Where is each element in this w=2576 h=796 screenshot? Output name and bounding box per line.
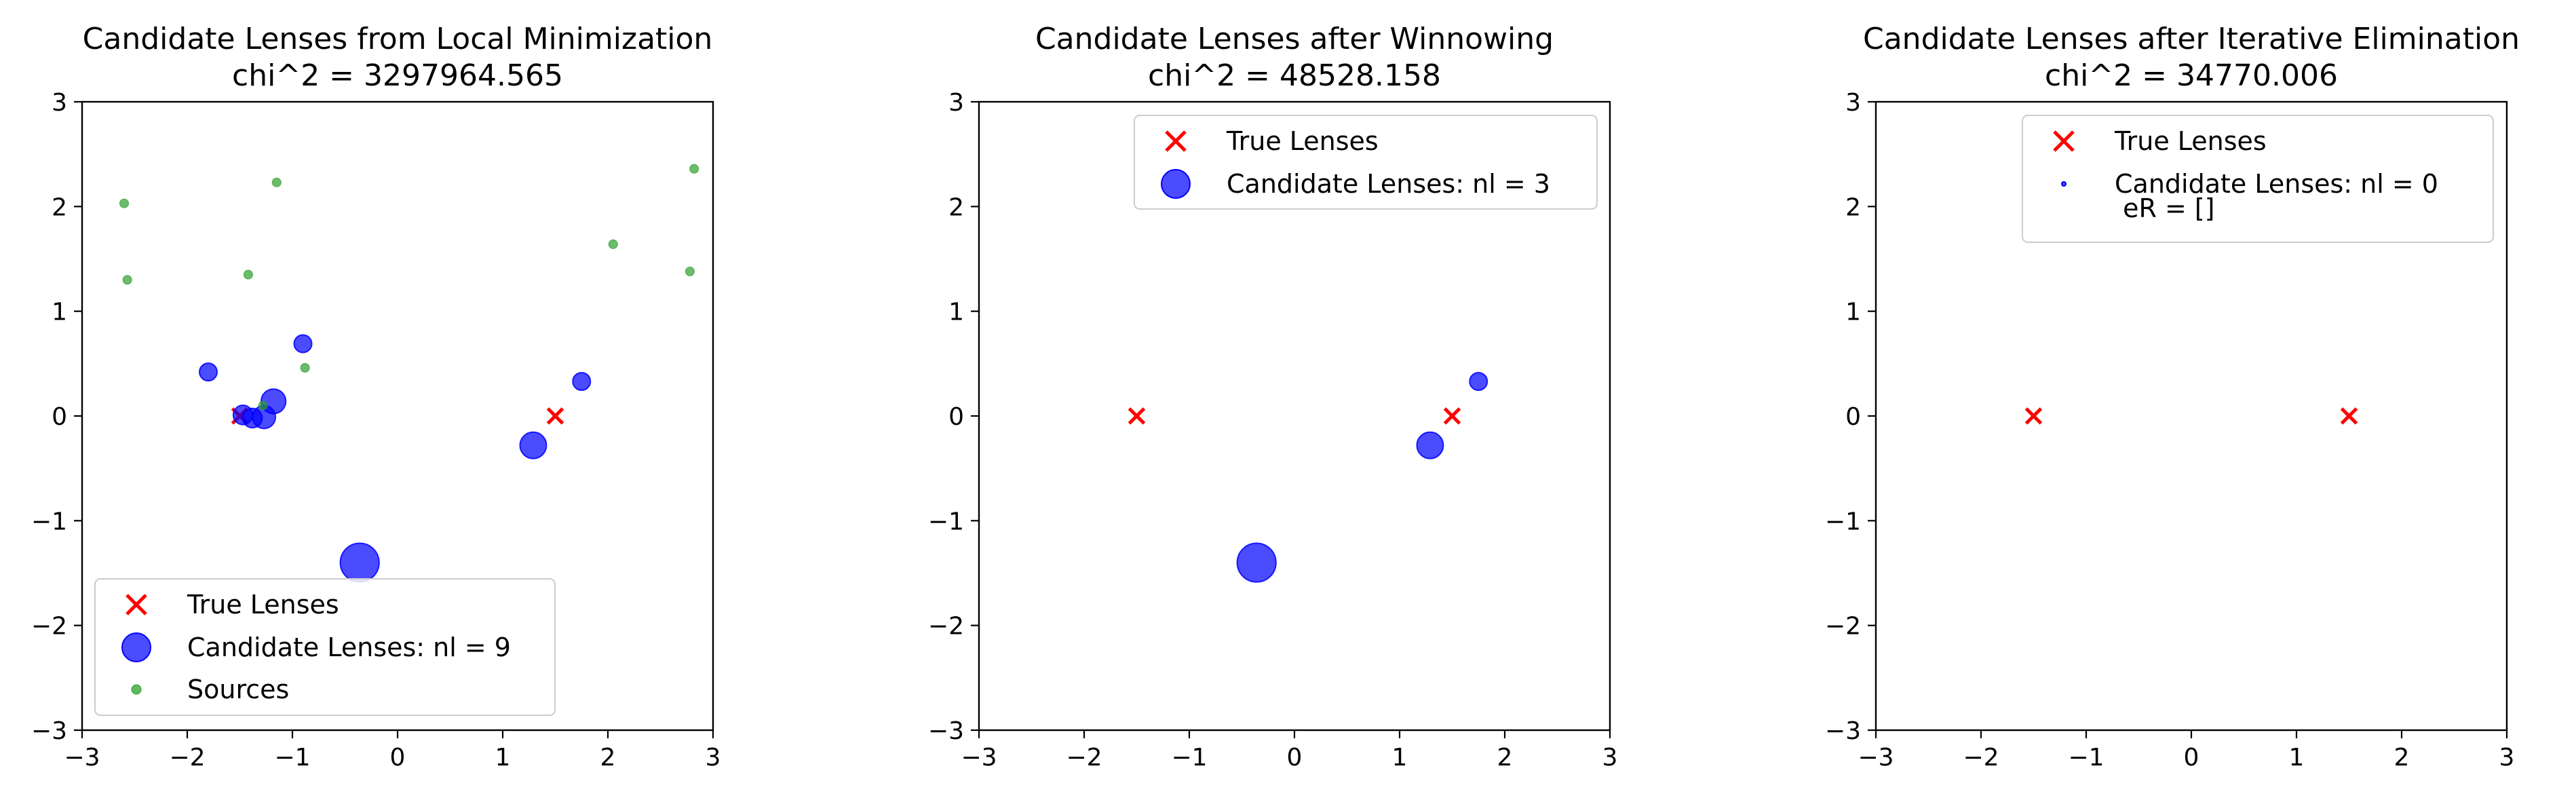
true-lens-marker xyxy=(1443,407,1461,425)
source-point xyxy=(685,267,695,277)
y-tick-label: −2 xyxy=(1825,613,1861,641)
axes-frame xyxy=(81,100,714,732)
legend-label: eR = [] xyxy=(2115,193,2215,223)
legend-label: True Lenses xyxy=(187,590,339,620)
y-tick-label: −2 xyxy=(928,613,964,641)
candidate-lens-point xyxy=(1469,372,1488,392)
chart-title: Candidate Lenses from Local Minimization xyxy=(83,22,713,56)
true-lens-marker xyxy=(1128,407,1146,425)
x-tick-label: −2 xyxy=(1066,744,1102,772)
source-point xyxy=(119,198,129,208)
y-tick-label: −3 xyxy=(1825,717,1861,745)
y-tick-label: 2 xyxy=(1845,193,1861,221)
x-tick-label: 2 xyxy=(2394,744,2410,772)
legend-handle-candidate-lenses xyxy=(121,632,151,662)
x-tick-label: 2 xyxy=(1497,744,1513,772)
legend-handle-sources xyxy=(131,684,142,695)
candidate-lens-point xyxy=(1416,431,1444,459)
y-tick-label: 2 xyxy=(52,193,67,221)
y-tick-label: 2 xyxy=(948,193,964,221)
source-point xyxy=(258,400,268,411)
x-tick-label: −1 xyxy=(2068,744,2104,772)
axes-frame xyxy=(978,100,1611,732)
chart-title: Candidate Lenses after Iterative Elimina… xyxy=(1863,22,2520,56)
legend-handle-true-lenses xyxy=(126,594,147,615)
chart-subtitle: chi^2 = 3297964.565 xyxy=(232,58,563,93)
chart-subtitle: chi^2 = 34770.006 xyxy=(2045,58,2338,93)
y-tick-label: 1 xyxy=(52,299,67,326)
legend-label: Candidate Lenses: nl = 3 xyxy=(1227,169,1550,199)
y-tick-label: −2 xyxy=(31,613,67,641)
legend-box xyxy=(1134,115,1598,210)
x-tick-label: 0 xyxy=(390,744,406,772)
x-tick-label: 1 xyxy=(2289,744,2305,772)
x-tick-label: −3 xyxy=(1858,744,1893,772)
x-tick-label: −3 xyxy=(64,744,100,772)
candidate-lens-point xyxy=(199,362,218,382)
legend-handle-candidate-lenses xyxy=(1161,169,1191,199)
y-tick-label: −1 xyxy=(31,508,67,535)
candidate-lens-point xyxy=(519,431,547,459)
chart-subtitle: chi^2 = 48528.158 xyxy=(1148,58,1441,93)
x-tick-label: 1 xyxy=(1392,744,1408,772)
source-point xyxy=(608,239,618,249)
candidate-lens-point xyxy=(339,542,380,583)
x-tick-label: 0 xyxy=(2184,744,2199,772)
legend-handle-true-lenses xyxy=(2053,130,2075,152)
legend-box xyxy=(2022,115,2494,243)
source-point xyxy=(122,275,132,285)
y-tick-label: 0 xyxy=(948,403,964,431)
y-tick-label: 3 xyxy=(52,89,67,117)
y-tick-label: −3 xyxy=(928,717,964,745)
x-tick-label: −3 xyxy=(961,744,997,772)
x-tick-label: 2 xyxy=(600,744,616,772)
chart-title: Candidate Lenses after Winnowing xyxy=(1035,22,1554,56)
legend-label: Candidate Lenses: nl = 0 xyxy=(2115,169,2438,199)
x-tick-label: 0 xyxy=(1287,744,1303,772)
legend-label: True Lenses xyxy=(1226,126,1379,156)
legend-handle-true-lenses xyxy=(1165,130,1187,152)
y-tick-label: 0 xyxy=(52,403,67,431)
legend: True Lenses Candidate Lenses: nl = 0 eR =… xyxy=(2022,115,2494,243)
x-tick-label: 3 xyxy=(1602,744,1618,772)
source-point xyxy=(271,177,282,187)
legend-label: True Lenses xyxy=(2114,126,2267,156)
source-point xyxy=(300,363,310,373)
y-tick-label: 3 xyxy=(948,89,964,117)
x-tick-label: −2 xyxy=(169,744,205,772)
x-tick-label: 3 xyxy=(2499,744,2515,772)
legend: True Lenses Candidate Lenses: nl = 3 xyxy=(1134,115,1598,210)
candidate-lens-point xyxy=(572,372,592,392)
chart-panel-1: Candidate Lenses from Local Minimization… xyxy=(31,22,721,772)
chart-panel-3: Candidate Lenses after Iterative Elimina… xyxy=(1825,22,2520,772)
y-tick-label: −1 xyxy=(928,508,964,535)
legend-handle-candidate-lenses xyxy=(2061,181,2066,187)
x-tick-label: 1 xyxy=(495,744,511,772)
true-lens-marker xyxy=(2024,407,2043,425)
y-tick-label: 3 xyxy=(1845,89,1861,117)
axes-frame xyxy=(1875,100,2508,732)
x-tick-label: 3 xyxy=(706,744,721,772)
y-tick-label: 0 xyxy=(1845,403,1861,431)
legend-label: Candidate Lenses: nl = 9 xyxy=(187,632,511,662)
legend-label: Sources xyxy=(187,675,289,704)
x-tick-label: −2 xyxy=(1963,744,1999,772)
legend-box xyxy=(94,578,556,716)
x-tick-label: −1 xyxy=(274,744,310,772)
y-tick-label: 1 xyxy=(948,299,964,326)
true-lens-marker xyxy=(546,407,564,425)
candidate-lens-point xyxy=(1236,542,1277,583)
legend: True Lenses Candidate Lenses: nl = 9 Sourc… xyxy=(94,578,556,716)
y-tick-label: 1 xyxy=(1845,299,1861,326)
candidate-lens-point xyxy=(293,334,313,354)
x-tick-label: −1 xyxy=(1171,744,1207,772)
y-tick-label: −1 xyxy=(1825,508,1861,535)
y-tick-label: −3 xyxy=(31,717,67,745)
source-point xyxy=(243,269,253,280)
true-lens-marker xyxy=(2340,407,2358,425)
source-point xyxy=(689,164,699,174)
